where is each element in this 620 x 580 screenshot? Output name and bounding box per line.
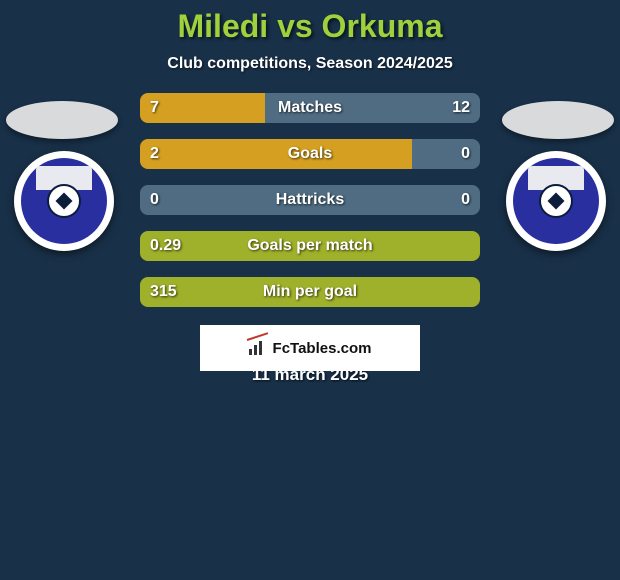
- stat-label: Min per goal: [140, 277, 480, 307]
- attribution-text: FcTables.com: [273, 340, 372, 357]
- stat-label: Matches: [140, 93, 480, 123]
- stat-row: Goals per match0.29: [140, 231, 480, 261]
- right-player-placeholder: [502, 101, 614, 139]
- chart-icon: [249, 341, 267, 355]
- stat-right-value: 12: [452, 93, 470, 123]
- badge-inner: [21, 158, 107, 244]
- left-player-placeholder: [6, 101, 118, 139]
- stat-label: Hattricks: [140, 185, 480, 215]
- stat-row: Hattricks0 0: [140, 185, 480, 215]
- stat-left-value: 0.29: [150, 231, 181, 261]
- stat-label: Goals: [140, 139, 480, 169]
- stat-left-value: 315: [150, 277, 177, 307]
- stat-label: Goals per match: [140, 231, 480, 261]
- page-title: Miledi vs Orkuma: [0, 0, 620, 45]
- stat-row: Goals2 0: [140, 139, 480, 169]
- left-club-badge: [14, 151, 114, 251]
- badge-inner: [513, 158, 599, 244]
- right-club-badge: [506, 151, 606, 251]
- stat-left-value: 7: [150, 93, 159, 123]
- stat-left-value: 0: [150, 185, 159, 215]
- stat-row: Matches7 12: [140, 93, 480, 123]
- attribution-box: FcTables.com: [200, 325, 420, 371]
- stat-row: Min per goal315: [140, 277, 480, 307]
- stat-bars: Matches712Goals20Hattricks00Goals per ma…: [140, 93, 480, 323]
- stat-right-value: 0: [461, 139, 470, 169]
- subtitle: Club competitions, Season 2024/2025: [0, 55, 620, 73]
- stat-left-value: 2: [150, 139, 159, 169]
- stat-right-value: 0: [461, 185, 470, 215]
